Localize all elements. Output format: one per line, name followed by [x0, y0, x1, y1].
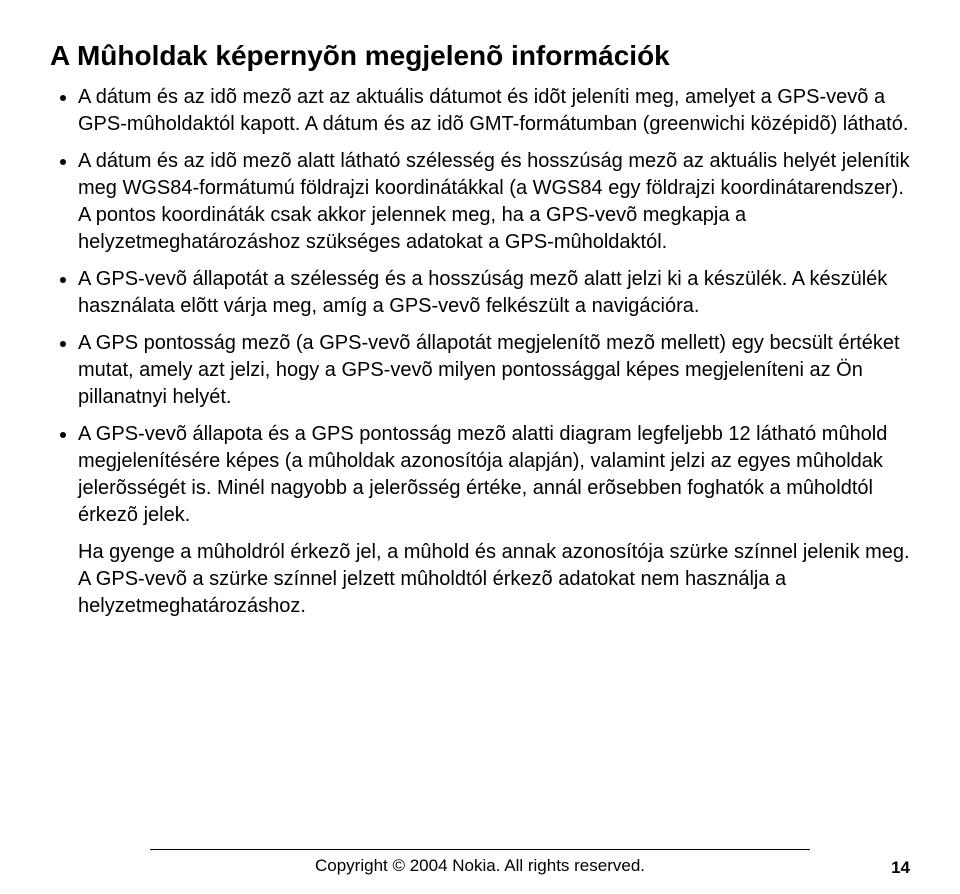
page-title: A Mûholdak képernyõn megjelenõ informáci… — [50, 40, 910, 72]
footer-divider — [150, 849, 810, 850]
copyright-text: Copyright © 2004 Nokia. All rights reser… — [315, 856, 645, 875]
sub-paragraph: Ha gyenge a mûholdról érkezõ jel, a mûho… — [78, 539, 910, 620]
page-number: 14 — [891, 858, 910, 878]
bullet-item: A GPS pontosság mezõ (a GPS-vevõ állapot… — [78, 330, 910, 411]
bullet-list: A dátum és az idõ mezõ azt az aktuális d… — [50, 84, 910, 529]
page-footer: Copyright © 2004 Nokia. All rights reser… — [0, 849, 960, 876]
bullet-item: A GPS-vevõ állapota és a GPS pontosság m… — [78, 421, 910, 529]
bullet-item: A dátum és az idõ mezõ alatt látható szé… — [78, 148, 910, 256]
bullet-item: A GPS-vevõ állapotát a szélesség és a ho… — [78, 266, 910, 320]
bullet-item: A dátum és az idõ mezõ azt az aktuális d… — [78, 84, 910, 138]
